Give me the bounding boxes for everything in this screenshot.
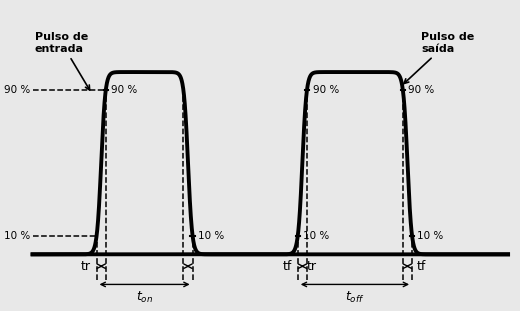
Text: 90 %: 90 % <box>313 85 339 95</box>
Text: 90 %: 90 % <box>4 85 30 95</box>
Text: 90 %: 90 % <box>111 85 138 95</box>
Text: $t_{off}$: $t_{off}$ <box>345 290 365 305</box>
Text: $t_{on}$: $t_{on}$ <box>136 290 153 305</box>
Text: 90 %: 90 % <box>408 85 435 95</box>
Text: 10 %: 10 % <box>4 231 30 241</box>
Text: Pulso de
entrada: Pulso de entrada <box>35 32 89 90</box>
Text: tf: tf <box>283 260 292 273</box>
Text: 10 %: 10 % <box>303 231 330 241</box>
Text: 10 %: 10 % <box>198 231 224 241</box>
Text: tf: tf <box>417 260 426 273</box>
Text: Pulso de
saída: Pulso de saída <box>404 32 474 83</box>
Text: tr: tr <box>307 260 317 273</box>
Text: 10 %: 10 % <box>418 231 444 241</box>
Text: tr: tr <box>81 260 91 273</box>
